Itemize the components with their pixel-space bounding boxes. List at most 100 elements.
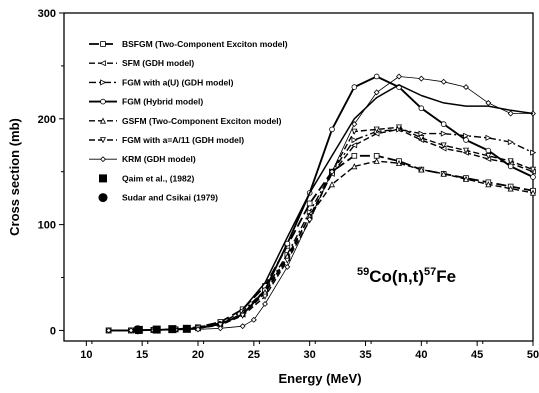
data-point <box>395 159 403 167</box>
data-point <box>463 132 470 139</box>
data-point <box>284 263 291 270</box>
data-point <box>284 257 291 264</box>
legend-entry: SFM (GDH model) <box>89 58 194 68</box>
legend-label: Sudar and Csikai (1979) <box>122 193 218 203</box>
data-point <box>195 326 201 333</box>
data-point <box>440 121 447 127</box>
series-layer <box>105 73 537 335</box>
data-point <box>239 312 246 319</box>
data-point <box>373 89 380 96</box>
x-tick-label: 30 <box>304 349 316 361</box>
series-7 <box>105 73 536 334</box>
x-tick-label: 40 <box>415 349 427 361</box>
data-point <box>152 325 161 334</box>
data-point <box>133 325 143 335</box>
data-point <box>485 99 492 106</box>
y-tick-label: 100 <box>38 220 56 232</box>
data-point <box>418 130 425 137</box>
data-point <box>105 327 112 334</box>
data-point <box>328 181 336 188</box>
legend-marker <box>99 174 107 183</box>
data-point <box>530 174 536 180</box>
legend-marker <box>98 193 108 203</box>
legend-label: SFM (GDH model) <box>122 58 194 68</box>
x-tick-label: 50 <box>527 349 539 361</box>
data-point <box>507 185 514 192</box>
y-tick-label: 200 <box>38 114 56 126</box>
x-tick-label: 15 <box>136 349 148 361</box>
y-axis-label: Cross section (mb) <box>7 118 22 236</box>
data-point <box>168 325 177 334</box>
legend-label: Qaim et al., (1982) <box>122 173 194 183</box>
legend-label: BSFGM (Two-Component Exciton model) <box>122 39 288 49</box>
legend: BSFGM (Two-Component Exciton model) SFM (… <box>89 39 288 203</box>
data-point <box>463 137 469 143</box>
data-point <box>351 136 358 144</box>
legend-entry: GSFM (Two-Component Exciton model) <box>89 116 282 126</box>
data-point <box>395 124 403 131</box>
data-point <box>373 126 380 133</box>
data-point <box>418 105 425 112</box>
legend-label: GSFM (Two-Component Exciton model) <box>122 116 282 126</box>
data-point <box>373 153 380 159</box>
legend-marker <box>99 137 107 144</box>
data-point <box>418 166 425 173</box>
legend-entry: KRM (GDH model) <box>89 154 196 164</box>
data-point <box>329 126 335 133</box>
data-point <box>128 327 134 334</box>
reaction-superscript-1: 59 <box>357 266 369 278</box>
data-point <box>507 110 514 117</box>
data-point <box>217 322 224 329</box>
data-point <box>507 163 514 170</box>
data-point <box>373 157 380 164</box>
y-tick-label: 0 <box>50 325 56 337</box>
data-point <box>418 135 425 142</box>
legend-marker <box>100 98 106 105</box>
data-point <box>462 147 470 154</box>
x-tick-label: 45 <box>471 349 483 361</box>
legend-entry: FGM (Hybrid model) <box>89 97 203 107</box>
series-line <box>108 76 533 331</box>
data-point <box>485 134 492 141</box>
data-point <box>418 75 425 82</box>
data-point <box>485 153 492 160</box>
data-point <box>440 130 447 137</box>
legend-label: FGM with a(U) (GDH model) <box>122 77 234 87</box>
data-point <box>306 216 313 223</box>
data-point <box>485 147 492 154</box>
legend-entry: FGM with a(U) (GDH model) <box>89 77 234 87</box>
data-point <box>373 73 380 80</box>
data-point <box>239 323 246 330</box>
data-point <box>463 84 469 91</box>
data-point <box>182 324 191 333</box>
series-line <box>108 75 534 332</box>
legend-entry: Qaim et al., (1982) <box>99 173 194 183</box>
x-tick-label: 10 <box>80 349 92 361</box>
data-point <box>250 316 257 323</box>
legend-label: FGM with a=A/11 (GDH model) <box>122 135 244 145</box>
series-8 <box>242 84 534 310</box>
x-axis-label: Energy (MeV) <box>278 371 361 386</box>
legend-entry: Sudar and Csikai (1979) <box>98 193 218 203</box>
reaction-main-2: Fe <box>436 267 456 286</box>
series-line <box>108 160 534 332</box>
data-point <box>530 149 537 156</box>
legend-entry: FGM with a=A/11 (GDH model) <box>89 135 244 145</box>
legend-marker <box>100 41 106 47</box>
data-point <box>440 78 447 85</box>
data-point <box>329 168 335 175</box>
legend-marker <box>99 117 107 124</box>
data-point <box>351 121 358 128</box>
reaction-annotation: 59Co(n,t)57Fe <box>357 266 456 286</box>
reaction-main-1: Co(n,t) <box>369 267 424 286</box>
data-point <box>462 175 470 182</box>
series-10 <box>133 325 143 335</box>
data-point <box>485 181 492 188</box>
data-point <box>351 142 358 149</box>
data-point <box>261 293 269 300</box>
x-axis-ticks: 10 15 20 25 30 35 40 45 50 <box>80 341 539 361</box>
x-tick-label: 25 <box>248 349 260 361</box>
series-line <box>242 84 534 310</box>
